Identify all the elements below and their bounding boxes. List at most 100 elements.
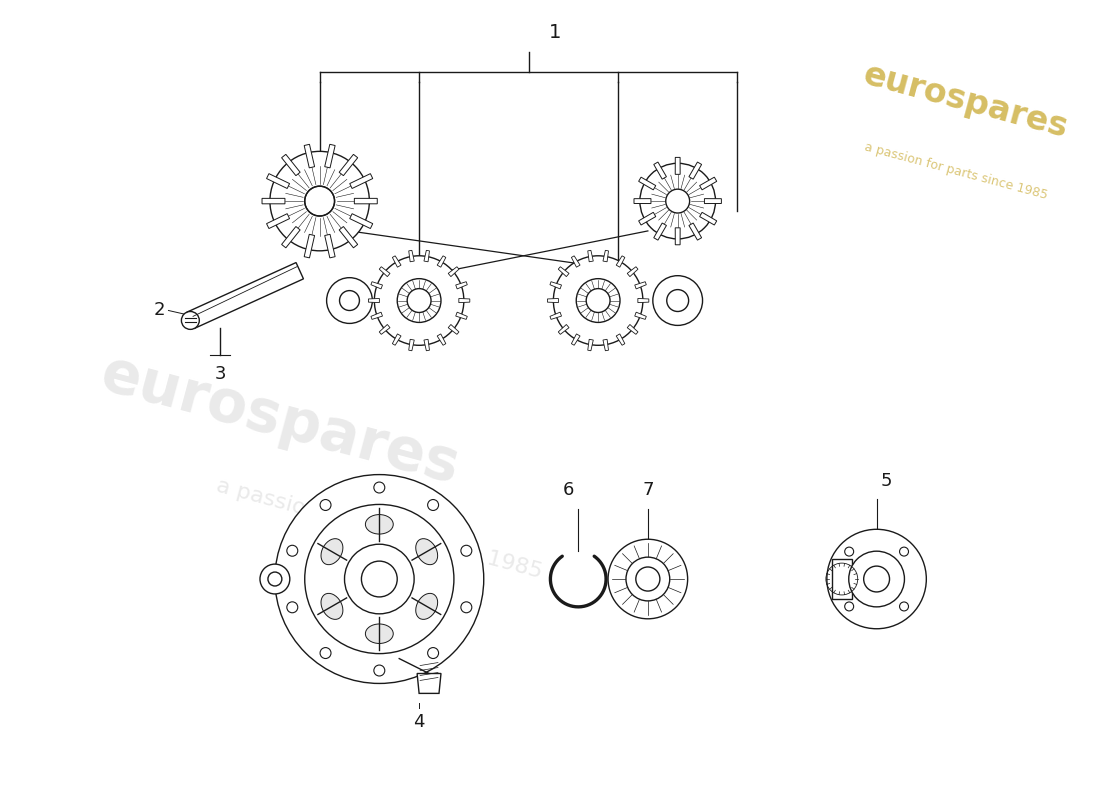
Circle shape [636, 567, 660, 591]
Polygon shape [571, 256, 580, 267]
Circle shape [327, 278, 373, 323]
Circle shape [652, 276, 703, 326]
Polygon shape [700, 212, 717, 225]
Polygon shape [371, 282, 383, 289]
Circle shape [428, 499, 439, 510]
Polygon shape [448, 325, 459, 334]
Text: 7: 7 [642, 482, 653, 499]
Polygon shape [371, 312, 383, 319]
Polygon shape [354, 198, 377, 204]
Circle shape [275, 474, 484, 683]
Polygon shape [587, 250, 593, 262]
Polygon shape [559, 266, 569, 277]
Circle shape [845, 547, 854, 556]
Circle shape [461, 602, 472, 613]
Polygon shape [459, 298, 470, 302]
Polygon shape [393, 256, 402, 267]
Circle shape [320, 499, 331, 510]
Polygon shape [653, 162, 667, 179]
Text: a passion for parts since 1985: a passion for parts since 1985 [214, 476, 544, 582]
Polygon shape [616, 256, 625, 267]
Polygon shape [282, 154, 300, 176]
Ellipse shape [321, 538, 343, 565]
Circle shape [640, 163, 715, 239]
Polygon shape [409, 339, 415, 350]
Circle shape [827, 530, 926, 629]
Circle shape [428, 647, 439, 658]
Polygon shape [424, 250, 429, 262]
Circle shape [397, 278, 441, 322]
Polygon shape [350, 174, 373, 189]
Polygon shape [266, 214, 289, 229]
Polygon shape [417, 674, 441, 694]
Polygon shape [675, 158, 680, 174]
Circle shape [667, 290, 689, 311]
Polygon shape [455, 312, 468, 319]
Polygon shape [603, 339, 608, 350]
Polygon shape [437, 334, 446, 346]
Ellipse shape [321, 594, 343, 619]
Polygon shape [339, 154, 358, 176]
Circle shape [608, 539, 688, 619]
Polygon shape [627, 266, 638, 277]
Text: a passion for parts since 1985: a passion for parts since 1985 [864, 141, 1049, 202]
Circle shape [362, 561, 397, 597]
Polygon shape [704, 198, 722, 203]
Circle shape [576, 278, 620, 322]
Polygon shape [627, 325, 638, 334]
Circle shape [287, 546, 298, 556]
Ellipse shape [365, 514, 393, 534]
Polygon shape [571, 334, 580, 346]
Polygon shape [339, 226, 358, 248]
Polygon shape [638, 298, 649, 302]
Polygon shape [448, 266, 459, 277]
Circle shape [344, 544, 414, 614]
Circle shape [305, 505, 454, 654]
Polygon shape [368, 298, 379, 302]
Polygon shape [550, 312, 561, 319]
Polygon shape [393, 334, 402, 346]
Text: eurospares: eurospares [860, 58, 1072, 145]
Polygon shape [635, 282, 647, 289]
Polygon shape [187, 262, 304, 329]
Ellipse shape [416, 538, 438, 565]
Text: 4: 4 [414, 714, 425, 731]
Polygon shape [550, 282, 561, 289]
Circle shape [260, 564, 289, 594]
Polygon shape [350, 214, 373, 229]
Polygon shape [635, 312, 647, 319]
Circle shape [340, 290, 360, 310]
Polygon shape [689, 162, 702, 179]
Polygon shape [548, 298, 559, 302]
Circle shape [586, 289, 611, 313]
Polygon shape [409, 250, 415, 262]
Polygon shape [266, 174, 289, 189]
Polygon shape [587, 339, 593, 350]
Polygon shape [379, 325, 390, 334]
Polygon shape [675, 228, 680, 245]
Circle shape [407, 289, 431, 313]
Circle shape [374, 665, 385, 676]
Polygon shape [559, 325, 569, 334]
Text: 1: 1 [549, 23, 561, 42]
Circle shape [270, 151, 370, 251]
Polygon shape [324, 234, 336, 258]
Text: 2: 2 [154, 302, 165, 319]
Circle shape [849, 551, 904, 607]
Circle shape [287, 602, 298, 613]
Circle shape [864, 566, 890, 592]
Text: 6: 6 [562, 482, 574, 499]
FancyBboxPatch shape [832, 559, 851, 599]
Polygon shape [324, 144, 336, 168]
Circle shape [268, 572, 282, 586]
Text: eurospares: eurospares [95, 345, 465, 495]
Polygon shape [455, 282, 468, 289]
Polygon shape [653, 223, 667, 240]
Circle shape [666, 189, 690, 213]
Circle shape [900, 547, 909, 556]
Polygon shape [639, 177, 656, 190]
Polygon shape [700, 177, 717, 190]
Polygon shape [379, 266, 390, 277]
Polygon shape [689, 223, 702, 240]
Circle shape [320, 647, 331, 658]
